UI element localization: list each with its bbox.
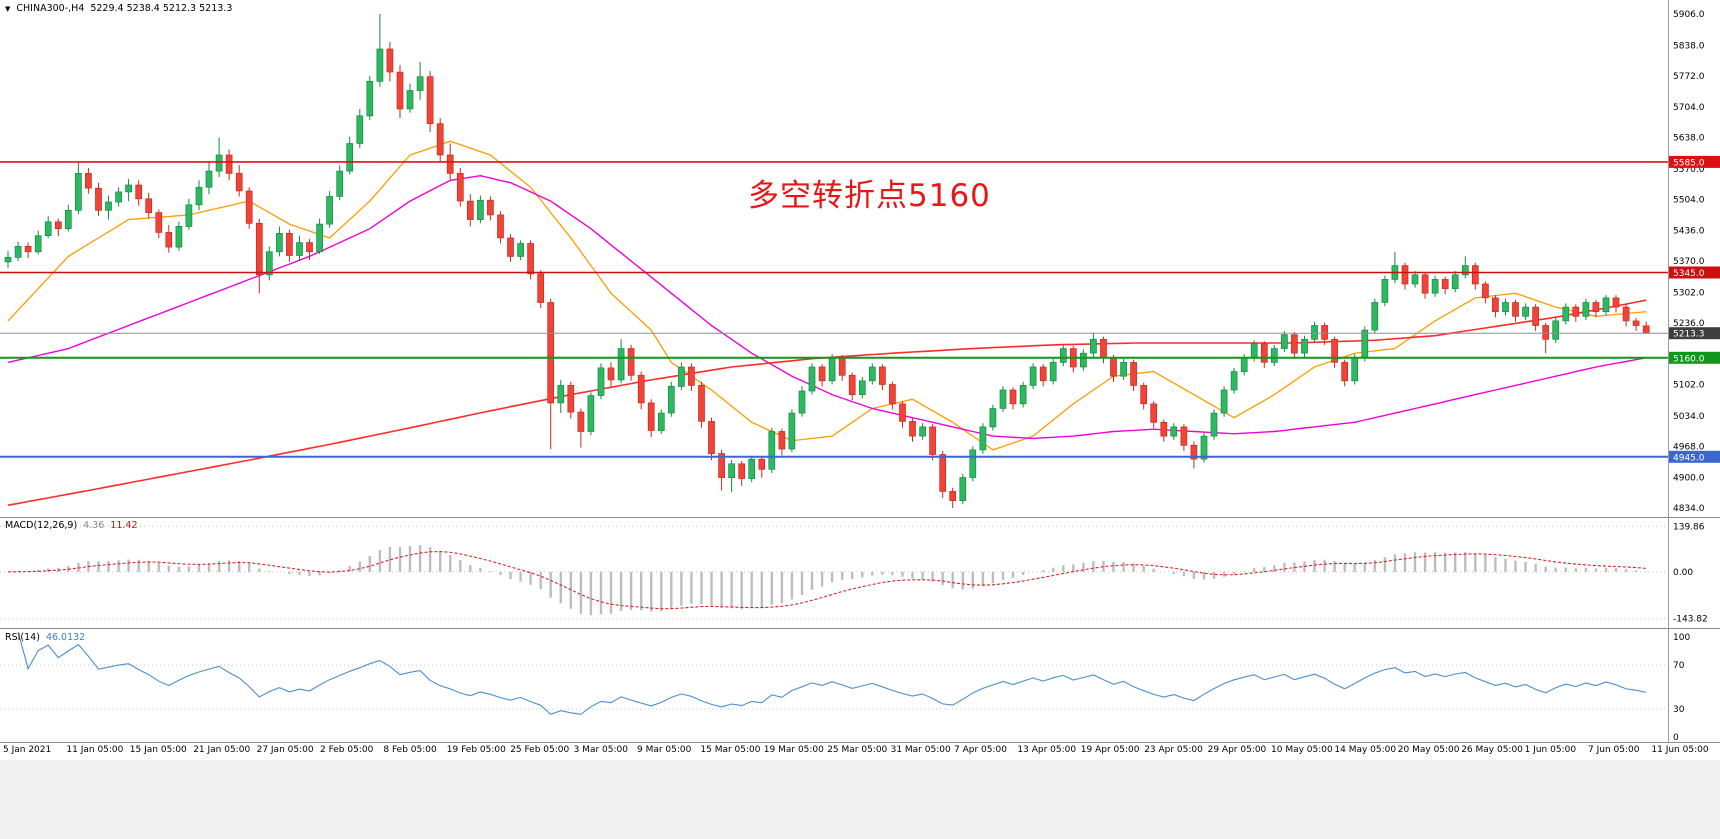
svg-text:25 Mar 05:00: 25 Mar 05:00 [827,745,887,755]
svg-text:5 Jan 2021: 5 Jan 2021 [3,745,51,755]
symbol-timeframe: CHINA300-,H4 [16,3,85,14]
bottom-empty-area [0,760,1720,839]
svg-text:20 May 05:00: 20 May 05:00 [1398,745,1460,755]
svg-text:70: 70 [1673,661,1685,671]
svg-text:5034.0: 5034.0 [1673,412,1705,422]
svg-text:10 May 05:00: 10 May 05:00 [1271,745,1333,755]
svg-text:-143.82: -143.82 [1673,615,1708,625]
price-tags: 5585.0 5345.0 5213.3 5160.0 4945.0 [1669,155,1720,463]
price-axis-ticks: 5906.0 5838.0 5772.0 5704.0 5638.0 5570.0 5504… [1673,10,1705,514]
svg-text:5213.3: 5213.3 [1673,330,1705,340]
rsi-name: RSI(14) [5,632,40,643]
macd-name: MACD(12,26,9) [5,520,78,531]
svg-text:0: 0 [1673,733,1679,743]
chart-symbol-label: ▼ CHINA300-,H4 5229.4 5238.4 5212.3 5213… [5,3,232,14]
svg-text:5585.0: 5585.0 [1673,158,1705,168]
svg-text:0.00: 0.00 [1673,568,1693,578]
svg-text:2 Feb 05:00: 2 Feb 05:00 [320,745,374,755]
svg-text:14 May 05:00: 14 May 05:00 [1334,745,1396,755]
svg-text:13 Apr 05:00: 13 Apr 05:00 [1017,745,1076,755]
macd-value: 4.36 [83,520,105,531]
svg-text:4945.0: 4945.0 [1673,453,1705,463]
svg-text:5704.0: 5704.0 [1673,103,1705,113]
svg-text:27 Jan 05:00: 27 Jan 05:00 [257,745,314,755]
svg-text:19 Apr 05:00: 19 Apr 05:00 [1081,745,1140,755]
svg-text:5838.0: 5838.0 [1673,41,1705,51]
svg-text:15 Jan 05:00: 15 Jan 05:00 [130,745,187,755]
macd-signal-value: 11.42 [110,520,138,531]
chart-dropdown-icon[interactable]: ▼ [5,5,11,13]
svg-text:4900.0: 4900.0 [1673,474,1705,484]
svg-text:5504.0: 5504.0 [1673,195,1705,205]
chart-annotation-text[interactable]: 多空转折点5160 [748,178,991,214]
svg-text:26 May 05:00: 26 May 05:00 [1461,745,1523,755]
svg-text:5570.0: 5570.0 [1673,165,1705,175]
svg-text:5236.0: 5236.0 [1673,319,1705,329]
svg-text:5370.0: 5370.0 [1673,257,1705,267]
svg-text:30: 30 [1673,705,1685,715]
svg-text:5302.0: 5302.0 [1673,288,1705,298]
svg-text:100: 100 [1673,633,1690,643]
svg-text:5436.0: 5436.0 [1673,227,1705,237]
svg-text:5638.0: 5638.0 [1673,134,1705,144]
svg-text:29 Apr 05:00: 29 Apr 05:00 [1208,745,1267,755]
rsi-line [17,631,1647,715]
svg-text:5345.0: 5345.0 [1673,269,1705,279]
svg-text:4968.0: 4968.0 [1673,442,1705,452]
candles-series [4,14,1650,508]
macd-signal-line [7,551,1647,610]
svg-text:5160.0: 5160.0 [1673,354,1705,364]
svg-text:4834.0: 4834.0 [1673,504,1705,514]
ma-medium-magenta [7,174,1647,440]
svg-text:15 Mar 05:00: 15 Mar 05:00 [700,745,760,755]
svg-text:139.86: 139.86 [1673,522,1705,532]
macd-histogram [16,545,1648,616]
svg-text:25 Feb 05:00: 25 Feb 05:00 [510,745,569,755]
svg-text:3 Mar 05:00: 3 Mar 05:00 [574,745,629,755]
svg-text:7 Apr 05:00: 7 Apr 05:00 [954,745,1007,755]
svg-text:19 Feb 05:00: 19 Feb 05:00 [447,745,506,755]
svg-text:11 Jan 05:00: 11 Jan 05:00 [66,745,123,755]
svg-text:11 Jun 05:00: 11 Jun 05:00 [1651,745,1708,755]
svg-text:19 Mar 05:00: 19 Mar 05:00 [764,745,824,755]
horizontal-levels[interactable] [0,161,1668,458]
svg-text:9 Mar 05:00: 9 Mar 05:00 [637,745,692,755]
svg-text:5102.0: 5102.0 [1673,381,1705,391]
rsi-value: 46.0132 [45,632,86,643]
ma-fast-orange [7,140,1647,451]
time-axis-labels: 5 Jan 2021 11 Jan 05:00 15 Jan 05:00 21 Jan… [3,745,1709,755]
rsi-axis-ticks: 100 70 30 0 [1673,633,1690,743]
svg-text:7 Jun 05:00: 7 Jun 05:00 [1588,745,1640,755]
rsi-indicator-label: RSI(14) 46.0132 [5,632,85,643]
svg-text:5906.0: 5906.0 [1673,10,1705,20]
svg-text:23 Apr 05:00: 23 Apr 05:00 [1144,745,1203,755]
svg-text:8 Feb 05:00: 8 Feb 05:00 [383,745,437,755]
svg-text:31 Mar 05:00: 31 Mar 05:00 [891,745,951,755]
ohlc-values: 5229.4 5238.4 5212.3 5213.3 [90,3,233,14]
svg-text:1 Jun 05:00: 1 Jun 05:00 [1525,745,1577,755]
macd-indicator-label: MACD(12,26,9) 4.36 11.42 [5,520,138,531]
ma-slow-red [7,299,1647,506]
macd-axis-ticks: 139.86 0.00 -143.82 [1673,522,1708,624]
svg-text:5772.0: 5772.0 [1673,72,1705,82]
svg-text:21 Jan 05:00: 21 Jan 05:00 [193,745,250,755]
